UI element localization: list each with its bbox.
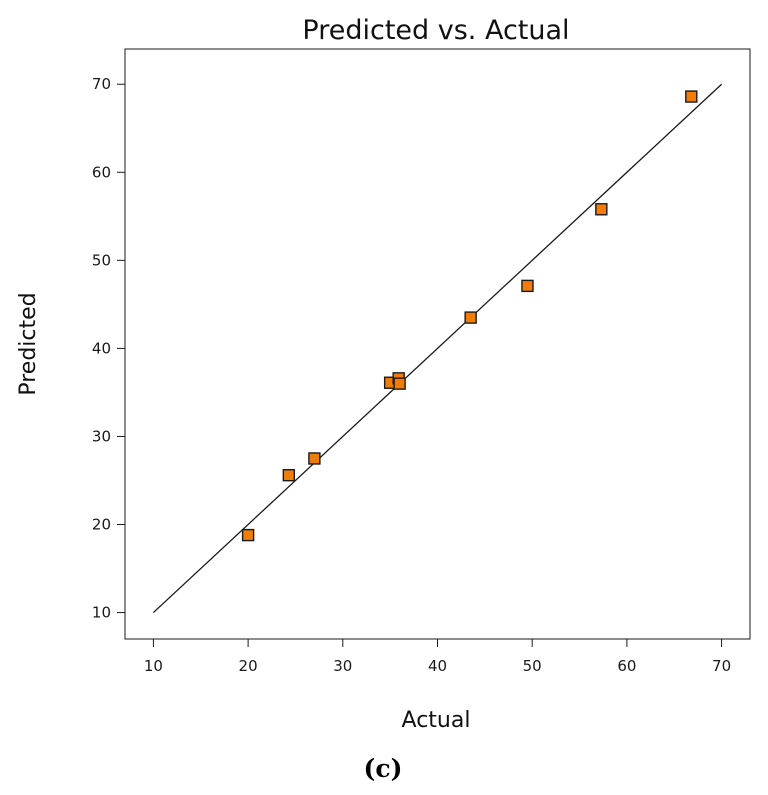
- data-point: [521, 279, 534, 293]
- y-tick-label: 70: [92, 75, 111, 93]
- y-tick-label: 20: [92, 516, 111, 534]
- x-tick-label: 10: [144, 657, 163, 675]
- data-points: [241, 90, 698, 542]
- y-axis: 10 20 30 40 50 60 70: [92, 75, 125, 622]
- x-tick-label: 70: [712, 657, 731, 675]
- x-tick-label: 60: [617, 657, 636, 675]
- data-point: [464, 311, 477, 324]
- y-tick-label: 50: [92, 251, 111, 269]
- x-axis: 10 20 30 40 50 60 70: [144, 639, 731, 675]
- x-tick-label: 20: [239, 657, 258, 675]
- y-tick-label: 10: [92, 604, 111, 622]
- data-point: [241, 528, 255, 542]
- x-tick-label: 30: [333, 657, 352, 675]
- x-axis-label: Actual: [402, 708, 471, 733]
- y-tick-label: 30: [92, 427, 111, 445]
- data-point: [595, 203, 608, 216]
- chart-title: Predicted vs. Actual: [302, 15, 569, 46]
- data-point: [308, 452, 321, 465]
- y-axis-label: Predicted: [16, 292, 41, 395]
- reference-line: [152, 83, 723, 614]
- y-tick-label: 40: [92, 339, 111, 357]
- data-point: [282, 469, 296, 482]
- y-tick-label: 60: [92, 163, 111, 181]
- plot-frame: [124, 48, 751, 640]
- x-tick-label: 40: [428, 657, 447, 675]
- panel-caption: (c): [364, 754, 403, 783]
- x-tick-label: 50: [523, 657, 542, 675]
- data-point: [393, 377, 406, 390]
- data-point: [685, 90, 698, 103]
